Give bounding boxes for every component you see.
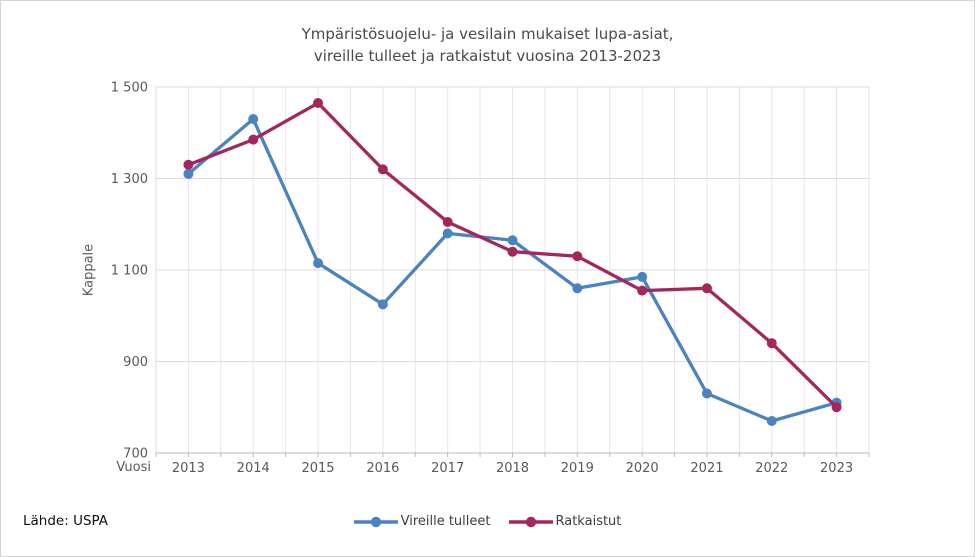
svg-text:2017: 2017 — [431, 461, 464, 476]
svg-text:2016: 2016 — [366, 461, 399, 476]
legend: Vireille tulleet Ratkaistut — [1, 514, 974, 529]
chart-title: Ympäristösuojelu- ja vesilain mukaiset l… — [1, 23, 974, 67]
source-label: Lähde: USPA — [23, 513, 109, 529]
svg-text:1 300: 1 300 — [111, 172, 148, 187]
legend-label: Ratkaistut — [555, 514, 622, 529]
svg-text:1 500: 1 500 — [111, 81, 148, 96]
legend-label: Vireille tulleet — [400, 514, 491, 529]
svg-text:900: 900 — [123, 355, 148, 370]
svg-text:2015: 2015 — [301, 461, 334, 476]
svg-text:2020: 2020 — [626, 461, 659, 476]
svg-text:2022: 2022 — [755, 461, 788, 476]
svg-text:700: 700 — [123, 447, 148, 462]
x-axis-title: Vuosi — [116, 460, 151, 475]
legend-marker-red-icon — [508, 516, 553, 527]
svg-text:2014: 2014 — [237, 461, 270, 476]
legend-item-ratkaistut: Ratkaistut — [508, 514, 622, 529]
svg-text:2021: 2021 — [690, 461, 723, 476]
svg-text:1 100: 1 100 — [111, 264, 148, 279]
svg-text:2018: 2018 — [496, 461, 529, 476]
svg-text:2023: 2023 — [820, 461, 853, 476]
chart-title-line1: Ympäristösuojelu- ja vesilain mukaiset l… — [301, 25, 674, 43]
legend-item-vireille-tulleet: Vireille tulleet — [353, 514, 491, 529]
chart-title-line2: vireille tulleet ja ratkaistut vuosina 2… — [313, 47, 662, 65]
svg-text:2013: 2013 — [172, 461, 205, 476]
legend-marker-blue-icon — [353, 516, 398, 527]
svg-text:2019: 2019 — [561, 461, 594, 476]
